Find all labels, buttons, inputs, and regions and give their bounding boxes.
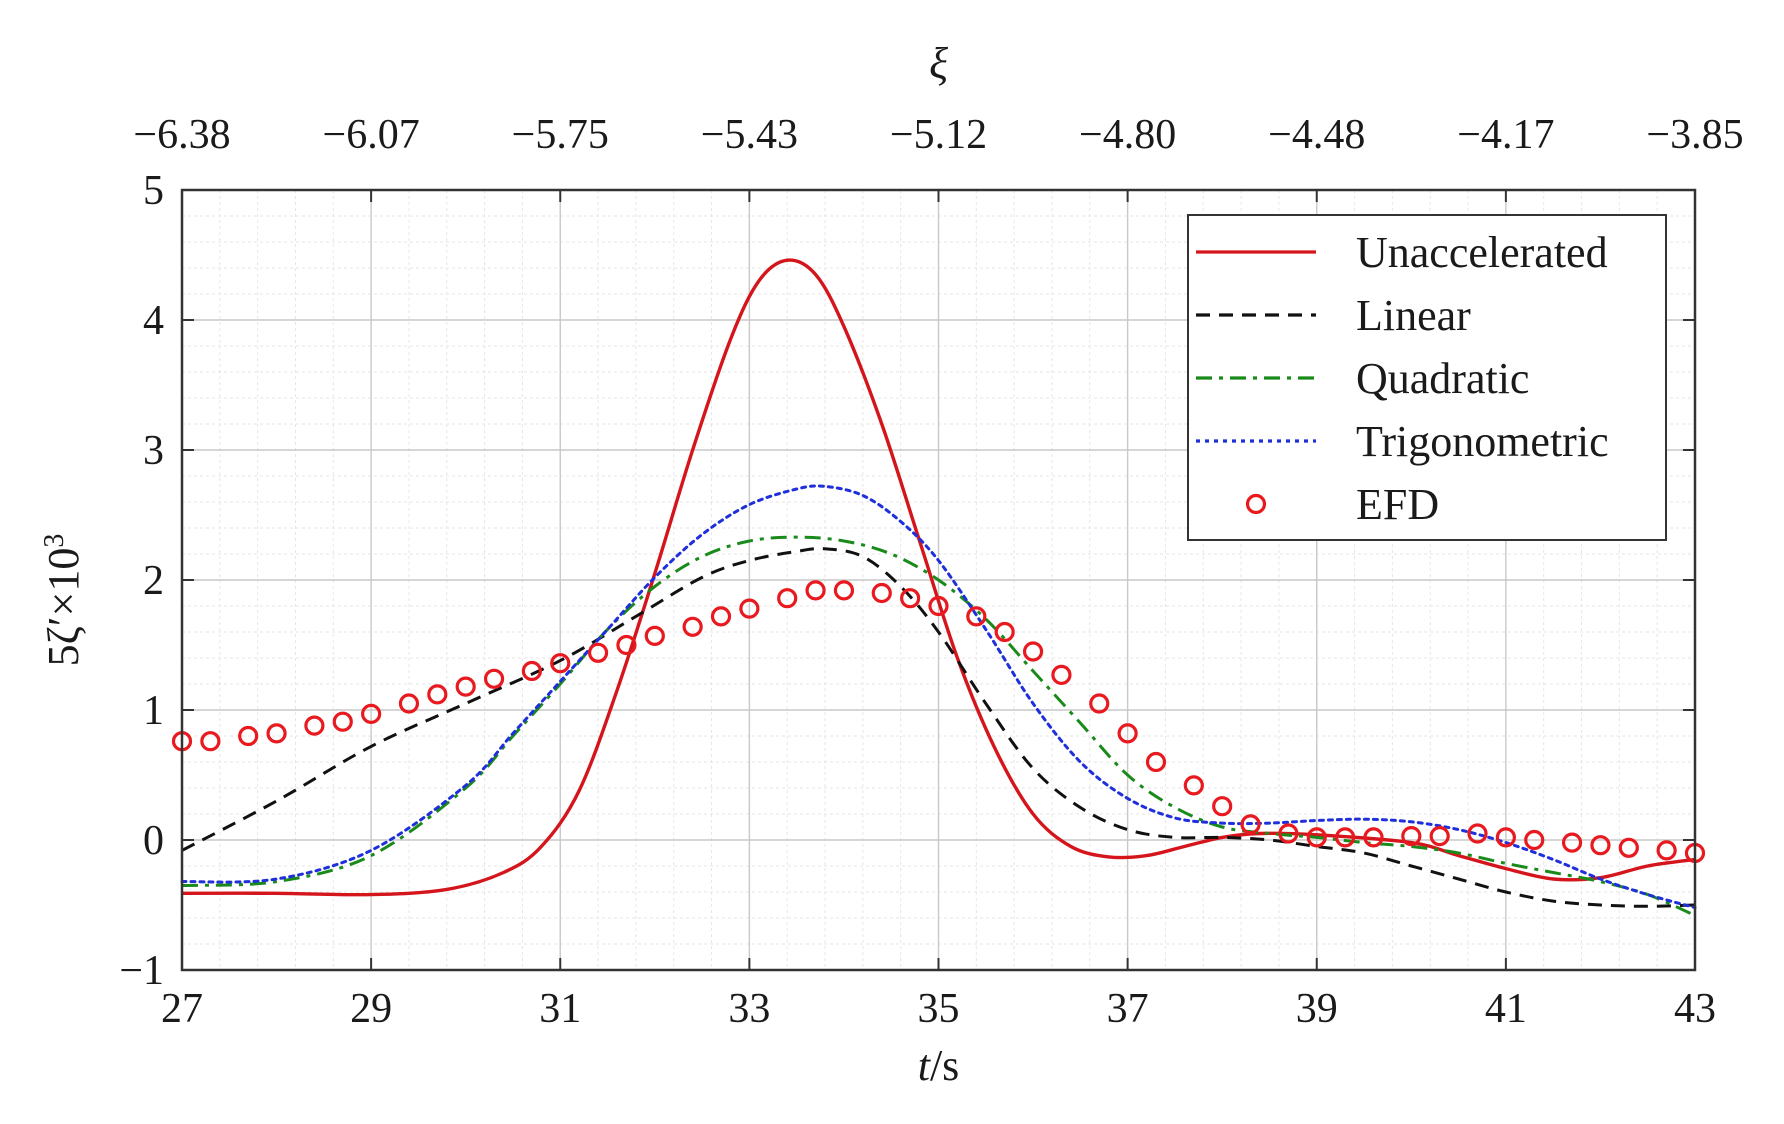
efd-marker bbox=[1117, 723, 1138, 744]
top-tick-labels: −6.38 −6.07 −5.75 −5.43 −5.12 −4.80 −4.48 −4.17… bbox=[133, 112, 1743, 158]
legend-marker-efd bbox=[1245, 493, 1267, 515]
x-tick-label: 35 bbox=[918, 986, 960, 1032]
efd-marker bbox=[1212, 796, 1233, 817]
efd-marker bbox=[805, 580, 826, 601]
efd-marker bbox=[1590, 835, 1611, 856]
efd-marker bbox=[1240, 814, 1261, 835]
y-axis-title: 5ζ′×103 bbox=[39, 534, 89, 667]
top-tick-label: −5.43 bbox=[701, 112, 798, 158]
top-tick-label: −5.12 bbox=[890, 112, 987, 158]
efd-marker bbox=[871, 582, 892, 604]
tick-marks bbox=[181, 189, 1696, 971]
efd-marker bbox=[398, 693, 420, 714]
legend-label-trigonometric: Trigonometric bbox=[1356, 417, 1609, 466]
top-tick-label: −6.38 bbox=[133, 112, 230, 158]
top-tick-label: −6.07 bbox=[323, 112, 420, 158]
legend-label-unaccelerated: Unaccelerated bbox=[1356, 228, 1608, 277]
legend-label-linear: Linear bbox=[1356, 291, 1471, 340]
y-tick-label: 1 bbox=[143, 688, 164, 734]
efd-marker bbox=[994, 621, 1015, 643]
efd-marker bbox=[710, 606, 732, 627]
efd-marker bbox=[483, 668, 505, 689]
efd-marker bbox=[587, 642, 609, 663]
legend-label-efd: EFD bbox=[1356, 480, 1439, 529]
efd-marker bbox=[1089, 693, 1110, 714]
efd-marker bbox=[1467, 823, 1488, 844]
x-tick-label: 39 bbox=[1296, 986, 1338, 1032]
top-tick-label: −4.48 bbox=[1268, 112, 1365, 158]
efd-marker bbox=[1618, 837, 1639, 858]
y-tick-label: 0 bbox=[143, 818, 164, 864]
efd-marker bbox=[1022, 641, 1044, 662]
efd-marker bbox=[1524, 829, 1545, 851]
series-layer bbox=[171, 258, 1706, 917]
efd-marker bbox=[1495, 827, 1516, 848]
x-axis-var: t bbox=[918, 1041, 932, 1090]
x-tick-labels: 27 29 31 33 35 37 39 41 43 bbox=[161, 986, 1716, 1032]
top-tick-label: −4.80 bbox=[1079, 112, 1176, 158]
x-axis-title: t/s bbox=[918, 1041, 960, 1090]
legend-label-quadratic: Quadratic bbox=[1356, 354, 1529, 403]
top-tick-label: −3.85 bbox=[1646, 112, 1743, 158]
efd-marker bbox=[1401, 825, 1422, 847]
y-tick-label: 2 bbox=[143, 558, 164, 604]
efd-marker bbox=[304, 715, 325, 736]
efd-marker bbox=[1656, 840, 1677, 861]
top-tick-label: −5.75 bbox=[512, 112, 609, 158]
y-axis-superscript: 3 bbox=[39, 534, 70, 548]
x-tick-label: 27 bbox=[161, 986, 203, 1032]
x-tick-label: 31 bbox=[539, 986, 581, 1032]
x-tick-label: 29 bbox=[350, 986, 392, 1032]
y-axis-main: 5ζ′×10 bbox=[39, 548, 88, 667]
series-line-quadratic bbox=[181, 535, 1696, 917]
top-tick-label: −4.17 bbox=[1457, 112, 1554, 158]
series-efd bbox=[171, 580, 1706, 864]
y-tick-label: 5 bbox=[143, 168, 164, 214]
efd-marker bbox=[550, 653, 571, 674]
efd-marker bbox=[1145, 751, 1167, 773]
efd-marker bbox=[361, 703, 382, 725]
x-axis-unit: /s bbox=[930, 1041, 959, 1090]
x-tick-label: 43 bbox=[1674, 986, 1716, 1032]
legend: Unaccelerated Linear Quadratic Trigonometri… bbox=[1187, 214, 1667, 541]
efd-marker bbox=[1335, 827, 1356, 848]
x-tick-label: 41 bbox=[1485, 986, 1527, 1032]
efd-marker bbox=[966, 606, 987, 627]
efd-marker bbox=[238, 725, 259, 747]
efd-marker bbox=[332, 711, 353, 732]
y-tick-labels: −1 0 1 2 3 4 5 bbox=[119, 168, 164, 994]
top-axis-title: ξ bbox=[929, 39, 948, 88]
efd-marker bbox=[644, 625, 665, 647]
efd-marker bbox=[521, 660, 542, 682]
efd-marker bbox=[777, 588, 798, 609]
x-tick-label: 33 bbox=[728, 986, 770, 1032]
efd-marker bbox=[200, 731, 221, 752]
y-tick-label: 3 bbox=[143, 428, 164, 474]
series-line-linear bbox=[181, 547, 1696, 908]
efd-marker bbox=[427, 684, 448, 705]
efd-marker bbox=[1278, 823, 1299, 844]
efd-marker bbox=[616, 634, 637, 656]
efd-marker bbox=[900, 588, 921, 609]
efd-marker bbox=[833, 580, 855, 601]
efd-marker bbox=[1429, 825, 1450, 847]
efd-marker bbox=[1306, 827, 1327, 848]
y-tick-label: −1 bbox=[119, 948, 164, 994]
efd-marker bbox=[455, 676, 476, 697]
efd-marker bbox=[266, 723, 287, 744]
efd-marker bbox=[1363, 827, 1384, 848]
y-tick-label: 4 bbox=[143, 298, 164, 344]
efd-marker bbox=[1051, 664, 1072, 686]
efd-marker bbox=[682, 616, 703, 637]
series-line-trigonometric bbox=[180, 484, 1697, 910]
efd-marker bbox=[739, 598, 760, 619]
efd-marker bbox=[928, 595, 949, 617]
efd-marker bbox=[1561, 832, 1583, 853]
efd-marker bbox=[1183, 775, 1204, 796]
x-tick-label: 37 bbox=[1107, 986, 1149, 1032]
series-line-unaccelerated bbox=[181, 258, 1696, 897]
